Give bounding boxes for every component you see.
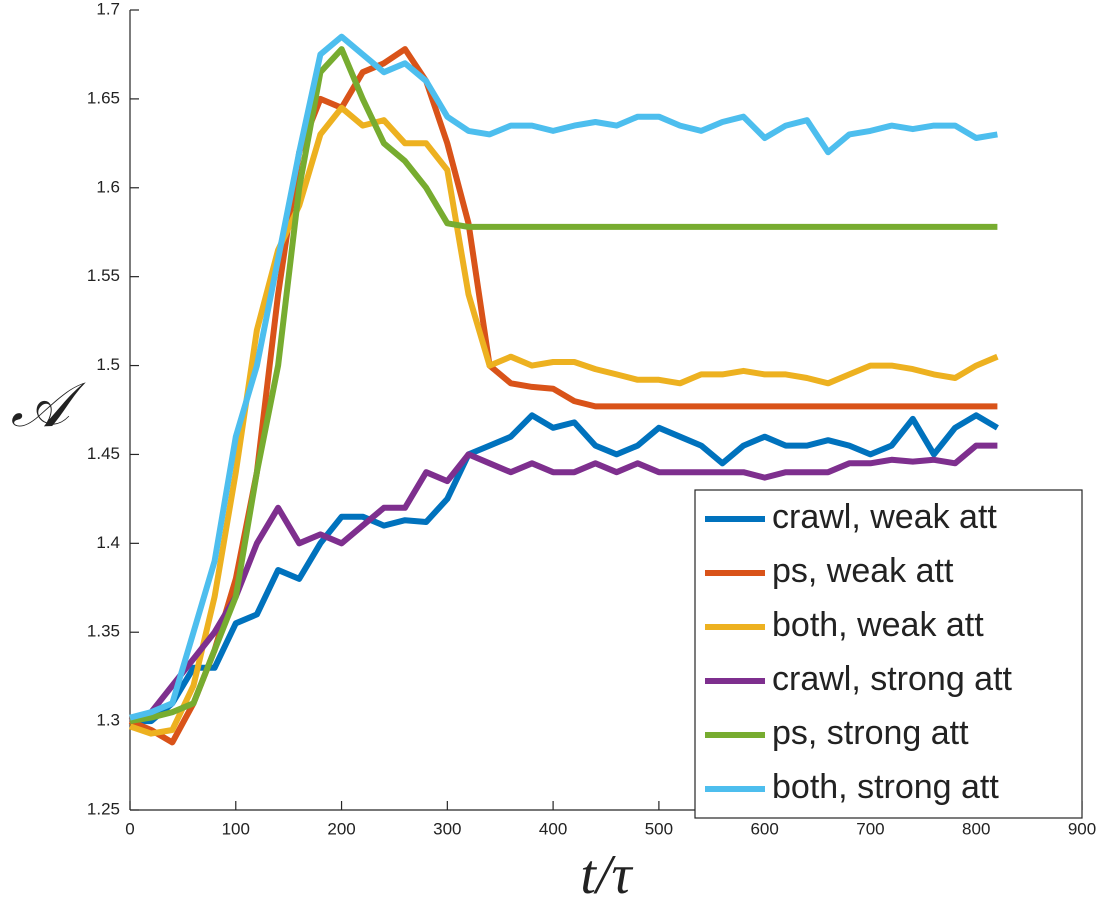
x-tick-label: 900 [1068,819,1096,838]
y-axis-label: 𝒜 [11,368,87,441]
x-tick-label: 700 [856,819,884,838]
x-axis-label: t/τ [580,844,633,906]
y-tick-label: 1.65 [87,88,120,107]
x-tick-label: 400 [539,819,567,838]
legend-label: ps, strong att [772,714,969,752]
y-tick-label: 1.5 [96,355,120,374]
legend-box [694,489,1083,819]
y-tick-label: 1.25 [87,799,120,818]
x-tick-label: 100 [222,819,250,838]
series-line [130,412,999,725]
legend-label: ps, weak att [772,552,954,590]
y-tick-label: 1.4 [96,533,120,552]
x-tick-label: 300 [433,819,461,838]
y-tick-label: 1.55 [87,266,120,285]
legend-label: crawl, weak att [772,498,997,536]
y-tick-label: 1.6 [96,177,120,196]
y-tick-label: 1.45 [87,444,120,463]
y-tick-label: 1.35 [87,622,120,641]
series-line [129,33,998,721]
x-tick-label: 200 [327,819,355,838]
x-tick-label: 600 [750,819,778,838]
series-line [128,46,998,746]
x-tick-label: 500 [645,819,673,838]
series-line [129,46,998,725]
legend-label: both, strong att [772,768,999,806]
x-tick-label: 0 [125,819,134,838]
series-line [128,442,998,724]
y-tick-label: 1.7 [96,0,120,18]
legend-label: crawl, strong att [772,660,1013,698]
x-tick-label: 800 [962,819,990,838]
legend: crawl, weak att ps, weak att both, weak at… [694,489,1083,819]
legend-label: both, weak att [772,606,984,644]
y-tick-label: 1.3 [96,711,120,730]
